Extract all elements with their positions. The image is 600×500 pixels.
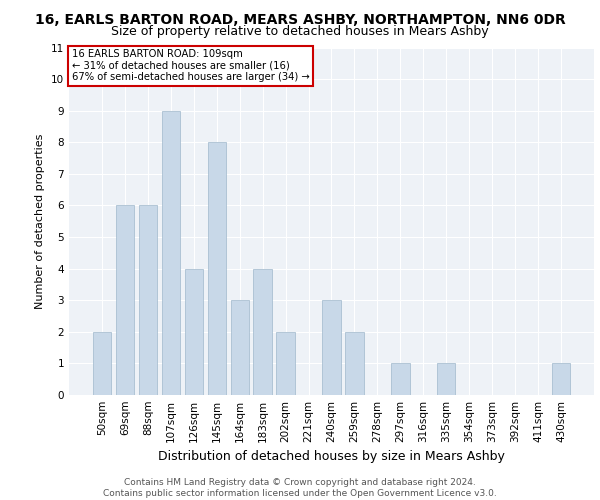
Bar [185, 268, 203, 395]
Bar [162, 110, 180, 395]
Text: 16 EARLS BARTON ROAD: 109sqm
← 31% of detached houses are smaller (16)
67% of se: 16 EARLS BARTON ROAD: 109sqm ← 31% of de… [71, 49, 310, 82]
Bar [322, 300, 341, 395]
Bar [208, 142, 226, 395]
Text: 16, EARLS BARTON ROAD, MEARS ASHBY, NORTHAMPTON, NN6 0DR: 16, EARLS BARTON ROAD, MEARS ASHBY, NORT… [35, 12, 565, 26]
Bar [437, 364, 455, 395]
Bar [230, 300, 249, 395]
Bar [391, 364, 410, 395]
Bar [253, 268, 272, 395]
Text: Contains HM Land Registry data © Crown copyright and database right 2024.
Contai: Contains HM Land Registry data © Crown c… [103, 478, 497, 498]
Bar [552, 364, 570, 395]
Bar [116, 206, 134, 395]
Text: Size of property relative to detached houses in Mears Ashby: Size of property relative to detached ho… [111, 25, 489, 38]
Bar [345, 332, 364, 395]
Bar [139, 206, 157, 395]
Bar [277, 332, 295, 395]
Y-axis label: Number of detached properties: Number of detached properties [35, 134, 46, 309]
Bar [93, 332, 111, 395]
X-axis label: Distribution of detached houses by size in Mears Ashby: Distribution of detached houses by size … [158, 450, 505, 464]
